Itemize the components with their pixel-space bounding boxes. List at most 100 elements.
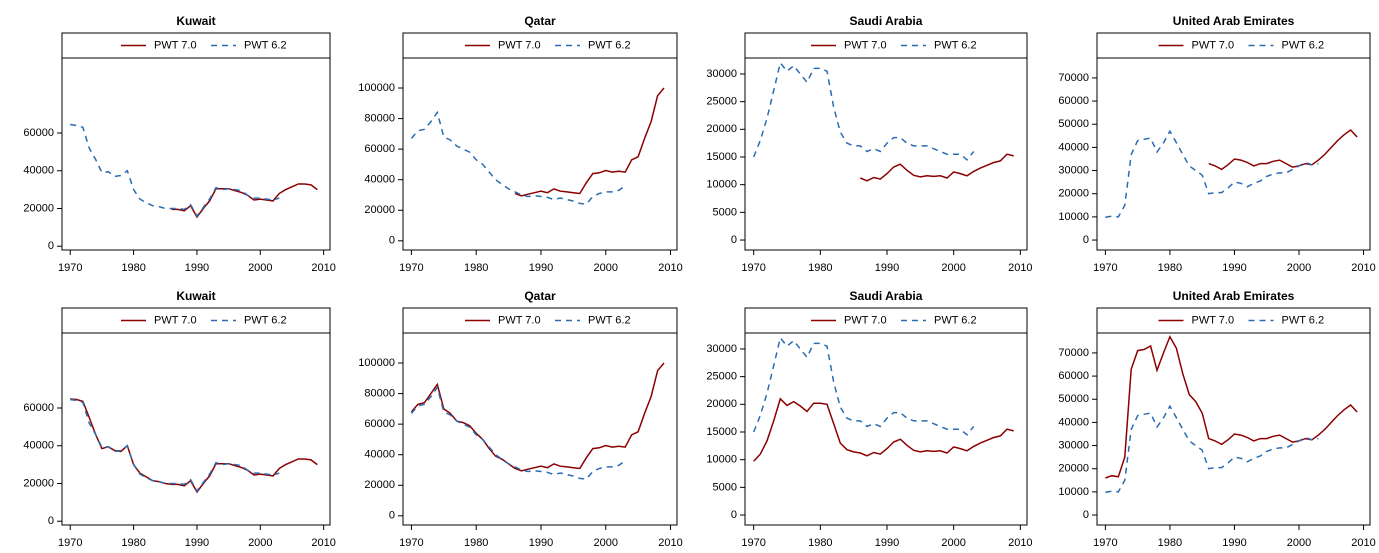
series-line bbox=[70, 398, 318, 494]
y-tick-label: 5000 bbox=[713, 206, 737, 218]
panel-title: Kuwait bbox=[176, 14, 215, 28]
legend-label: PWT 7.0 bbox=[154, 314, 197, 326]
y-tick-label: 40000 bbox=[364, 174, 395, 186]
y-tick-label: 40000 bbox=[23, 165, 54, 177]
x-tick-label: 2000 bbox=[248, 537, 272, 549]
panel: Qatar 0 20000 40000 60000 80000 100000 1970 1980… bbox=[358, 14, 682, 274]
legend-label: PWT 7.0 bbox=[844, 314, 887, 326]
x-tick-label: 1990 bbox=[529, 537, 553, 549]
plot-box bbox=[61, 32, 331, 251]
plot-box bbox=[402, 32, 678, 251]
legend-label: PWT 7.0 bbox=[498, 314, 541, 326]
y-tick-label: 60000 bbox=[364, 418, 395, 430]
series-line bbox=[70, 398, 280, 493]
panel: Kuwait 0 20000 40000 60000 1970 1980 1990 2000 20… bbox=[23, 289, 336, 549]
x-tick-label: 2000 bbox=[941, 262, 965, 274]
plot-box bbox=[744, 307, 1028, 526]
legend-label: PWT 7.0 bbox=[1192, 39, 1235, 51]
x-tick-label: 2000 bbox=[941, 537, 965, 549]
series-line bbox=[171, 183, 318, 219]
x-tick-label: 1990 bbox=[529, 262, 553, 274]
y-tick-label: 15000 bbox=[706, 151, 737, 163]
series-line bbox=[753, 61, 975, 161]
x-tick-label: 1970 bbox=[741, 262, 765, 274]
x-tick-label: 2010 bbox=[1351, 537, 1375, 549]
y-tick-label: 60000 bbox=[23, 127, 54, 139]
x-tick-label: 1980 bbox=[121, 537, 145, 549]
series-line bbox=[753, 336, 975, 436]
y-tick-label: 70000 bbox=[1058, 347, 1089, 359]
y-tick-label: 0 bbox=[731, 234, 737, 246]
plot-box bbox=[61, 307, 331, 526]
y-tick-label: 40000 bbox=[364, 449, 395, 461]
legend-label: PWT 7.0 bbox=[154, 39, 197, 51]
x-tick-label: 1980 bbox=[121, 262, 145, 274]
x-tick-label: 1990 bbox=[875, 262, 899, 274]
x-tick-label: 1990 bbox=[1222, 262, 1246, 274]
x-tick-label: 1980 bbox=[808, 537, 832, 549]
panel-title: United Arab Emirates bbox=[1173, 289, 1295, 303]
x-tick-label: 2000 bbox=[1287, 262, 1311, 274]
panel-title: Qatar bbox=[524, 289, 556, 303]
x-tick-label: 1990 bbox=[185, 537, 209, 549]
y-tick-label: 10000 bbox=[706, 454, 737, 466]
series-line bbox=[410, 362, 665, 472]
series-line bbox=[410, 110, 626, 205]
series-line bbox=[860, 153, 1014, 182]
y-tick-label: 0 bbox=[1083, 234, 1089, 246]
x-tick-label: 2000 bbox=[1287, 537, 1311, 549]
y-tick-label: 0 bbox=[389, 235, 395, 247]
y-tick-label: 30000 bbox=[706, 343, 737, 355]
legend-label: PWT 6.2 bbox=[244, 39, 287, 51]
legend-label: PWT 6.2 bbox=[1282, 314, 1325, 326]
x-tick-label: 1980 bbox=[1158, 262, 1182, 274]
y-tick-label: 0 bbox=[731, 509, 737, 521]
y-tick-label: 0 bbox=[1083, 509, 1089, 521]
x-tick-label: 2010 bbox=[658, 537, 682, 549]
legend-label: PWT 7.0 bbox=[844, 39, 887, 51]
panel: Qatar 0 20000 40000 60000 80000 100000 1970 1980… bbox=[358, 289, 682, 549]
legend-label: PWT 6.2 bbox=[1282, 39, 1325, 51]
x-tick-label: 1970 bbox=[399, 537, 423, 549]
series-line bbox=[1105, 334, 1358, 479]
panel-title: Saudi Arabia bbox=[850, 14, 923, 28]
x-tick-label: 1970 bbox=[58, 262, 82, 274]
y-tick-label: 20000 bbox=[1058, 188, 1089, 200]
x-tick-label: 2010 bbox=[1008, 262, 1032, 274]
y-tick-label: 20000 bbox=[1058, 463, 1089, 475]
y-tick-label: 0 bbox=[48, 240, 54, 252]
y-tick-label: 10000 bbox=[706, 179, 737, 191]
panel: United Arab Emirates 0 10000 20000 30000 4000… bbox=[1058, 14, 1375, 274]
panel: Saudi Arabia 0 5000 10000 15000 20000 25000 300… bbox=[706, 289, 1032, 549]
y-tick-label: 0 bbox=[48, 515, 54, 527]
series-line bbox=[1105, 129, 1319, 219]
x-tick-label: 2010 bbox=[658, 262, 682, 274]
legend-label: PWT 6.2 bbox=[244, 314, 287, 326]
legend-label: PWT 7.0 bbox=[498, 39, 541, 51]
y-tick-label: 60000 bbox=[1058, 95, 1089, 107]
x-tick-label: 2000 bbox=[248, 262, 272, 274]
y-tick-label: 25000 bbox=[706, 96, 737, 108]
y-tick-label: 100000 bbox=[358, 82, 395, 94]
x-tick-label: 1970 bbox=[1093, 262, 1117, 274]
legend-label: PWT 7.0 bbox=[1192, 314, 1235, 326]
y-tick-label: 40000 bbox=[1058, 416, 1089, 428]
plot-box bbox=[1096, 307, 1371, 526]
y-tick-label: 10000 bbox=[1058, 486, 1089, 498]
legend-label: PWT 6.2 bbox=[588, 39, 631, 51]
y-tick-label: 30000 bbox=[1058, 439, 1089, 451]
series-line bbox=[1105, 404, 1319, 494]
y-tick-label: 60000 bbox=[1058, 370, 1089, 382]
series-line bbox=[514, 87, 665, 197]
plot-box bbox=[744, 32, 1028, 251]
x-tick-label: 1980 bbox=[464, 537, 488, 549]
y-tick-label: 15000 bbox=[706, 426, 737, 438]
plot-box bbox=[402, 307, 678, 526]
series-line bbox=[70, 123, 280, 218]
x-tick-label: 2010 bbox=[1008, 537, 1032, 549]
y-tick-label: 50000 bbox=[1058, 393, 1089, 405]
x-tick-label: 2010 bbox=[1351, 262, 1375, 274]
y-tick-label: 50000 bbox=[1058, 118, 1089, 130]
y-tick-label: 30000 bbox=[1058, 164, 1089, 176]
